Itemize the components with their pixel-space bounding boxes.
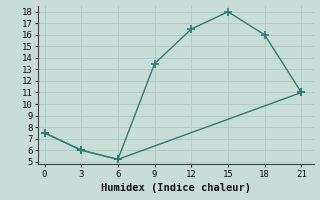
X-axis label: Humidex (Indice chaleur): Humidex (Indice chaleur)	[101, 183, 251, 193]
